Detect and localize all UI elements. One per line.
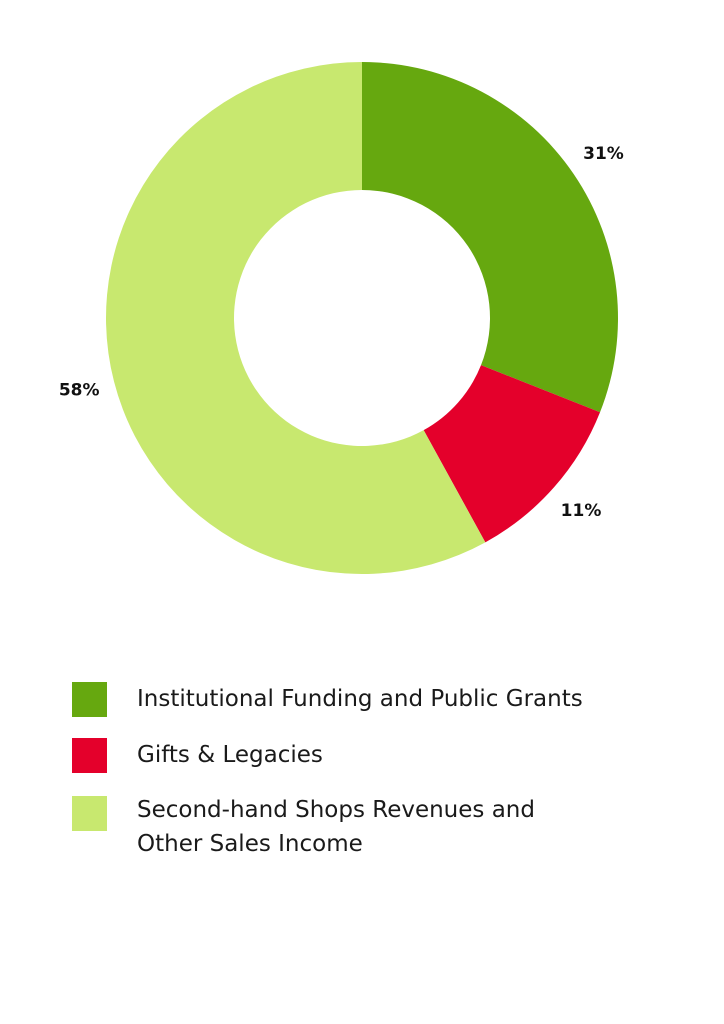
legend-label: Second-hand Shops Revenues and Other Sal… (137, 797, 535, 857)
donut-chart: 31% 11% 58% (59, 62, 624, 574)
legend-swatch (72, 738, 107, 773)
donut-slices (106, 62, 618, 574)
slice-value-label: 31% (583, 144, 624, 164)
donut-slice (423, 365, 601, 543)
legend-swatch (72, 796, 107, 831)
donut-slice (106, 62, 486, 574)
donut-slice (362, 62, 618, 413)
slice-value-label: 11% (561, 501, 602, 521)
legend-label: Institutional Funding and Public Grants (137, 686, 583, 712)
legend-swatch (72, 682, 107, 717)
legend-label: Gifts & Legacies (137, 742, 323, 768)
slice-value-label: 58% (59, 381, 100, 401)
donut-value-labels: 31% 11% 58% (59, 144, 624, 521)
